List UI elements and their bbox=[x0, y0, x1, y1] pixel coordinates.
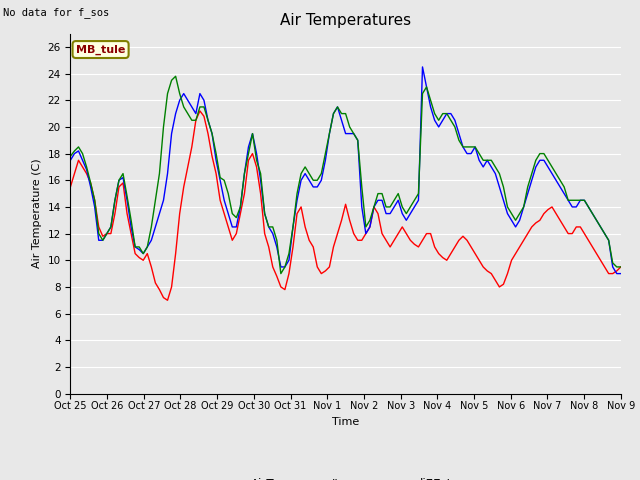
Y-axis label: Air Temperature (C): Air Temperature (C) bbox=[32, 159, 42, 268]
X-axis label: Time: Time bbox=[332, 417, 359, 427]
Legend: AirT, li75_t, li77_temp: AirT, li75_t, li77_temp bbox=[207, 473, 484, 480]
Text: MB_tule: MB_tule bbox=[76, 44, 125, 55]
Text: No data for f_sos: No data for f_sos bbox=[3, 7, 109, 18]
Title: Air Temperatures: Air Temperatures bbox=[280, 13, 411, 28]
